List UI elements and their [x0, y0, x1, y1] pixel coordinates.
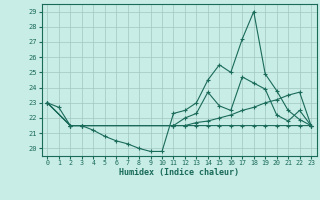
X-axis label: Humidex (Indice chaleur): Humidex (Indice chaleur)	[119, 168, 239, 177]
